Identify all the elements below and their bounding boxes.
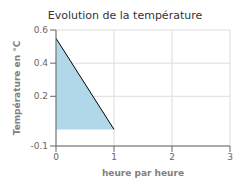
svg-text:0.2: 0.2 — [34, 91, 48, 101]
svg-text:0.4: 0.4 — [34, 58, 49, 68]
svg-text:-0.1: -0.1 — [30, 141, 48, 151]
svg-text:heure par heure: heure par heure — [102, 168, 184, 178]
svg-text:0: 0 — [53, 152, 59, 162]
svg-text:0.6: 0.6 — [34, 25, 49, 35]
svg-text:1: 1 — [111, 152, 117, 162]
svg-text:3: 3 — [227, 152, 233, 162]
svg-text:2: 2 — [169, 152, 175, 162]
html-text:Evolution de la température: Evolution de la température — [47, 9, 203, 22]
svg-text:Température en °C: Température en °C — [12, 40, 22, 135]
